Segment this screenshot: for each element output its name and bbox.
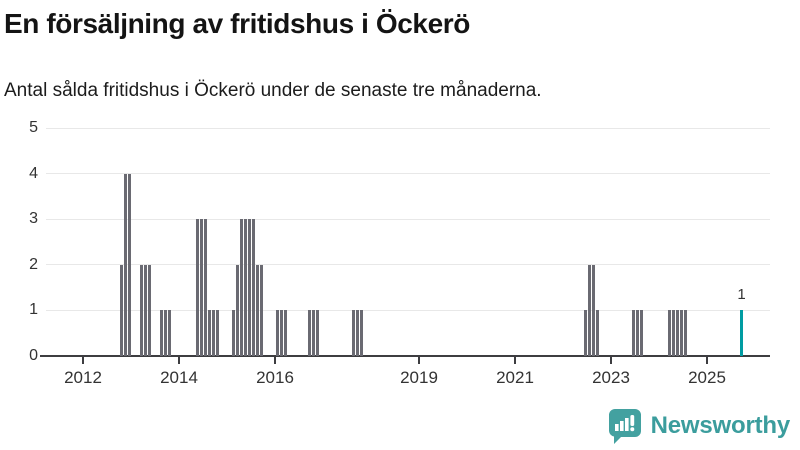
x-axis-tick-mark [82,357,84,364]
bar [124,173,128,356]
bar [256,264,260,356]
bar [232,310,236,356]
x-axis-tick-label: 2023 [592,368,630,387]
bar [684,310,688,356]
bar [252,219,256,356]
bar [140,264,144,356]
gridline [46,309,770,311]
bar [248,219,252,356]
bar-chart-speech-bubble-icon [608,409,641,444]
gridline [46,127,770,129]
x-axis-tick-mark [274,357,276,364]
bar [680,310,684,356]
bar [148,264,152,356]
highlight-value-label: 1 [737,286,746,304]
x-axis-tick-mark [418,357,420,364]
y-axis-tick-label: 4 [29,164,38,182]
x-axis-tick-mark [178,357,180,364]
bar [212,310,216,356]
bar [640,310,644,356]
y-axis-tick-label: 5 [29,119,38,136]
x-axis-tick-label: 2016 [256,368,294,387]
bar [240,219,244,356]
y-axis-tick-label: 0 [29,347,38,364]
bar [284,310,288,356]
bar [168,310,172,356]
gridline [46,218,770,220]
page-title: En försäljning av fritidshus i Öckerö [4,8,470,39]
bar [200,219,204,356]
x-axis-line [40,355,770,357]
newsworthy-logo: Newsworthy [606,407,790,444]
bar [208,310,212,356]
bar [676,310,680,356]
bar [216,310,220,356]
highlight-bar [740,310,744,356]
bar [196,219,200,356]
bar [632,310,636,356]
bar [280,310,284,356]
x-axis-tick-label: 2021 [496,368,534,387]
gridline [46,173,770,175]
page-subtitle: Antal sålda fritidshus i Öckerö under de… [4,80,542,101]
bar [360,310,364,356]
bar-chart: 0 1 2 3 4 5 2012 2014 2016 2019 2021 2023 2025 1 [29,119,770,387]
bar [244,219,248,356]
bar [160,310,164,356]
bar [260,264,264,356]
y-axis-tick-label: 2 [29,255,38,273]
bar [164,310,168,356]
bar [308,310,312,356]
bar [584,310,588,356]
x-axis-tick-label: 2012 [64,368,102,387]
y-axis-tick-label: 1 [29,301,38,319]
bar [312,310,316,356]
x-axis-tick-label: 2014 [160,368,198,387]
bar [144,264,148,356]
bar [592,264,596,356]
x-axis-tick-label: 2019 [400,368,438,387]
bar [672,310,676,356]
gridline [46,264,770,266]
bar [316,310,320,356]
y-axis-tick-label: 3 [29,210,38,228]
bar [276,310,280,356]
x-axis-tick-mark [610,357,612,364]
bar [636,310,640,356]
bar [352,310,356,356]
bar [120,264,124,356]
bar [356,310,360,356]
bar [128,173,132,356]
bar [204,219,208,356]
x-axis-tick-label: 2025 [688,368,726,387]
bar [668,310,672,356]
bar [588,264,592,356]
x-axis-tick-mark [514,357,516,364]
bar [596,310,600,356]
x-axis-tick-mark [706,357,708,364]
bar [236,264,240,356]
newsworthy-logo-text: Newsworthy [650,411,791,439]
